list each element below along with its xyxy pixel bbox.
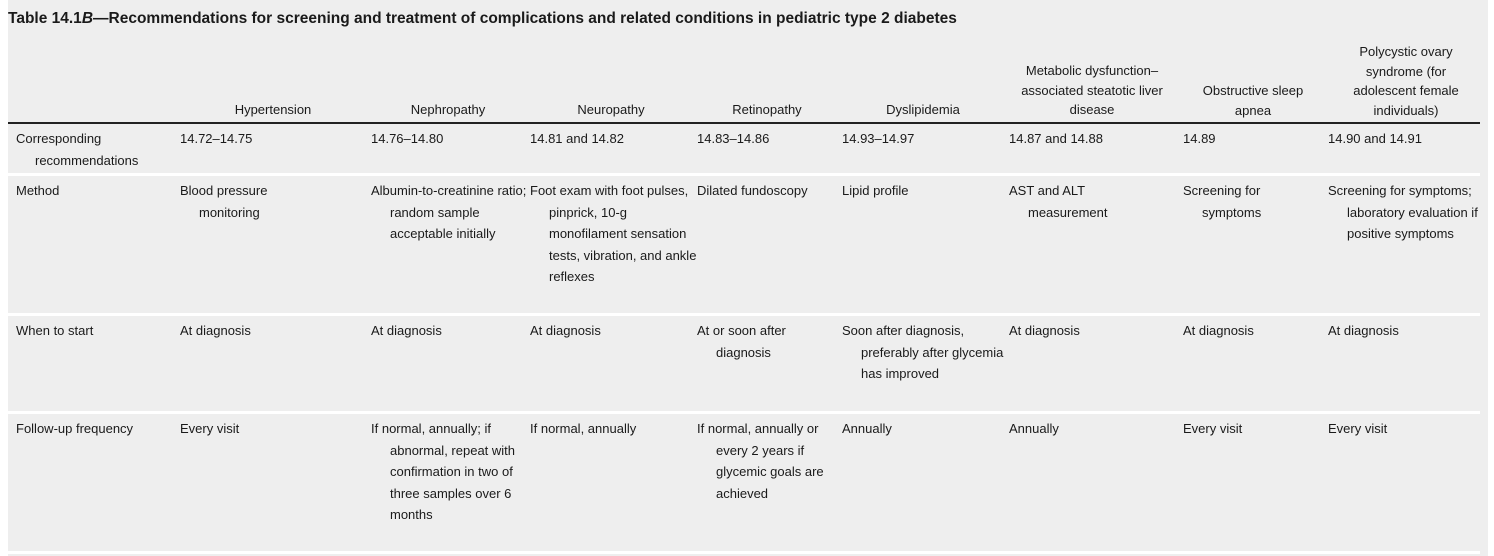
column-header-neuropathy: Neuropathy (577, 102, 645, 117)
cell-recommendations-nephropathy: 14.76–14.80 (371, 131, 444, 146)
table-title: Table 14.1B—Recommendations for screenin… (8, 10, 957, 28)
column-header-nephropathy: Nephropathy (410, 102, 486, 117)
cell-start-nephropathy: At diagnosis (371, 323, 442, 338)
cell-method-hypertension: Blood pressure monitoring (180, 183, 268, 220)
cell-start-neuropathy: At diagnosis (530, 323, 601, 338)
row-separator (8, 173, 1480, 176)
cell-start-sleep-apnea: At diagnosis (1183, 323, 1254, 338)
cell-followup-hypertension: Every visit (180, 421, 240, 436)
title-prefix: Table 14.1 (8, 10, 82, 27)
cell-recommendations-retinopathy: 14.83–14.86 (697, 131, 770, 146)
cell-method-masld: AST and ALT measurement (1009, 183, 1108, 220)
column-header-dyslipidemia: Dyslipidemia (886, 102, 960, 117)
row-label-follow-up: Follow-up frequency (16, 421, 134, 436)
column-header-masld: Metabolic dysfunction–associated steatot… (1021, 63, 1163, 117)
cell-followup-neuropathy: If normal, annually (530, 421, 637, 436)
row-separator (8, 551, 1480, 554)
cell-recommendations-neuropathy: 14.81 and 14.82 (530, 131, 624, 146)
title-italic: B (81, 10, 94, 27)
cell-start-dyslipidemia: Soon after diagnosis, preferably after g… (842, 323, 1004, 382)
cell-start-retinopathy: At or soon after diagnosis (697, 323, 786, 360)
cell-start-hypertension: At diagnosis (180, 323, 251, 338)
column-header-hypertension: Hypertension (234, 102, 312, 117)
row-separator (8, 411, 1480, 414)
cell-start-masld: At diagnosis (1009, 323, 1080, 338)
column-header-sleep-apnea: Obstructive sleep apnea (1202, 83, 1304, 118)
row-label-recommendations: Corresponding recommendations (16, 131, 139, 168)
cell-recommendations-dyslipidemia: 14.93–14.97 (842, 131, 915, 146)
row-label-when-to-start: When to start (16, 323, 94, 338)
row-separator (8, 313, 1480, 316)
cell-followup-pcos: Every visit (1328, 421, 1388, 436)
cell-followup-retinopathy: If normal, annually or every 2 years if … (697, 421, 824, 501)
column-header-pcos: Polycystic ovary syndrome (for adolescen… (1353, 44, 1459, 118)
cell-recommendations-sleep-apnea: 14.89 (1183, 131, 1216, 146)
cell-method-neuropathy: Foot exam with foot pulses, pinprick, 10… (530, 183, 697, 285)
cell-start-pcos: At diagnosis (1328, 323, 1399, 338)
cell-method-sleep-apnea: Screening for symptoms (1183, 183, 1262, 220)
cell-method-nephropathy: Albumin-to-creatinine ratio; random samp… (371, 183, 527, 242)
cell-followup-dyslipidemia: Annually (842, 421, 892, 436)
cell-followup-masld: Annually (1009, 421, 1059, 436)
cell-method-dyslipidemia: Lipid profile (842, 183, 909, 198)
column-header-retinopathy: Retinopathy (732, 102, 802, 117)
table-container (8, 0, 1488, 556)
header-rule (8, 122, 1480, 124)
cell-method-pcos: Screening for symptoms; laboratory evalu… (1328, 183, 1478, 242)
cell-recommendations-pcos: 14.90 and 14.91 (1328, 131, 1422, 146)
cell-recommendations-masld: 14.87 and 14.88 (1009, 131, 1103, 146)
title-rest: —Recommendations for screening and treat… (93, 10, 957, 27)
cell-followup-sleep-apnea: Every visit (1183, 421, 1243, 436)
cell-method-retinopathy: Dilated fundoscopy (697, 183, 808, 198)
row-label-method: Method (16, 183, 60, 198)
cell-recommendations-hypertension: 14.72–14.75 (180, 131, 253, 146)
cell-followup-nephropathy: If normal, annually; if abnormal, repeat… (371, 421, 516, 523)
